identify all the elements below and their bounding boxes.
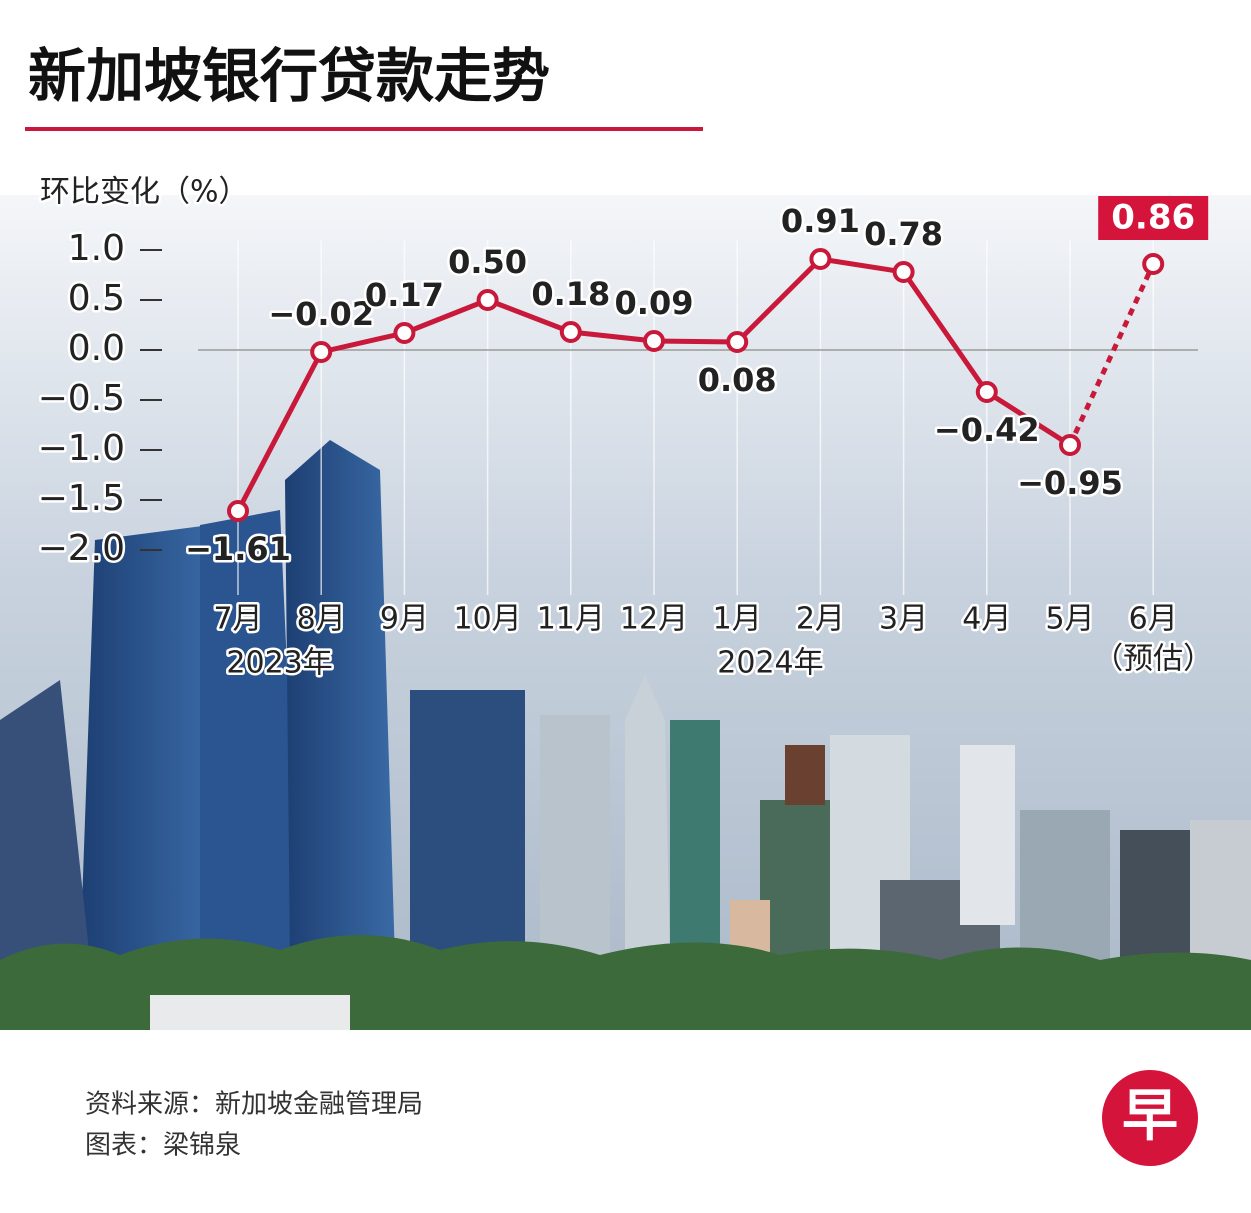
data-point	[975, 381, 998, 403]
data-label: −0.95	[1017, 464, 1123, 502]
data-label: 0.78	[864, 215, 943, 253]
chart-title: 新加坡银行贷款走势	[28, 42, 550, 110]
x-tick-label: 6月	[1129, 602, 1178, 637]
y-tick-label: 0.0	[68, 328, 125, 369]
data-point	[559, 321, 582, 343]
year-label: 2024年	[717, 646, 823, 681]
y-tick-label: −0.5	[38, 378, 125, 419]
year-label: 2023年	[226, 646, 332, 681]
data-label: −1.61	[185, 530, 291, 568]
y-tick-label: −2.0	[38, 528, 125, 569]
data-label: 0.18	[531, 275, 610, 313]
data-point	[393, 322, 416, 344]
y-tick-label: −1.5	[38, 478, 125, 519]
data-label: 0.91	[781, 202, 860, 240]
x-tick-label: 3月	[879, 602, 928, 637]
data-point	[310, 341, 333, 363]
logo-circle	[1102, 1070, 1198, 1166]
data-point	[227, 500, 249, 522]
data-point	[476, 289, 499, 311]
data-point	[1142, 253, 1165, 275]
data-label: 0.50	[448, 243, 527, 281]
highlight-box	[1098, 196, 1209, 240]
x-tick-label: 7月	[213, 602, 262, 637]
source: 资料来源：新加坡金融管理局	[85, 1090, 423, 1120]
data-point	[643, 330, 665, 352]
data-label: 0.86	[1111, 198, 1195, 238]
x-tick-label: 12月	[620, 602, 688, 637]
data-label: −0.02	[268, 295, 374, 333]
data-point	[809, 248, 832, 270]
y-axis-label: 环比变化（%）	[40, 175, 249, 210]
x-tick-label: 10月	[454, 602, 522, 637]
data-point	[892, 261, 915, 283]
data-point	[726, 331, 749, 353]
logo: 早	[1122, 1084, 1178, 1149]
data-label: 0.08	[698, 361, 777, 399]
x-tick-label: 9月	[380, 602, 429, 637]
y-tick-label: 0.5	[68, 278, 125, 319]
y-tick-label: −1.0	[38, 428, 125, 469]
x-tick-label: 4月	[962, 602, 1011, 637]
data-label: −0.42	[934, 411, 1040, 449]
title-underline	[25, 127, 703, 131]
data-label: 0.09	[615, 284, 694, 322]
y-tick-label: 1.0	[68, 228, 125, 269]
x-tick-label: 1月	[713, 602, 762, 637]
x-tick-label: 11月	[537, 602, 605, 637]
data-label: 0.17	[365, 276, 444, 314]
x-tick-label: 2月	[796, 602, 845, 637]
data-point	[1059, 434, 1081, 456]
credit: 图表：梁锦泉	[85, 1131, 241, 1161]
x-tick-label: 8月	[297, 602, 346, 637]
skyline-photo	[0, 195, 1251, 1030]
forecast-label: （预估）	[1093, 642, 1213, 677]
x-tick-label: 5月	[1045, 602, 1094, 637]
